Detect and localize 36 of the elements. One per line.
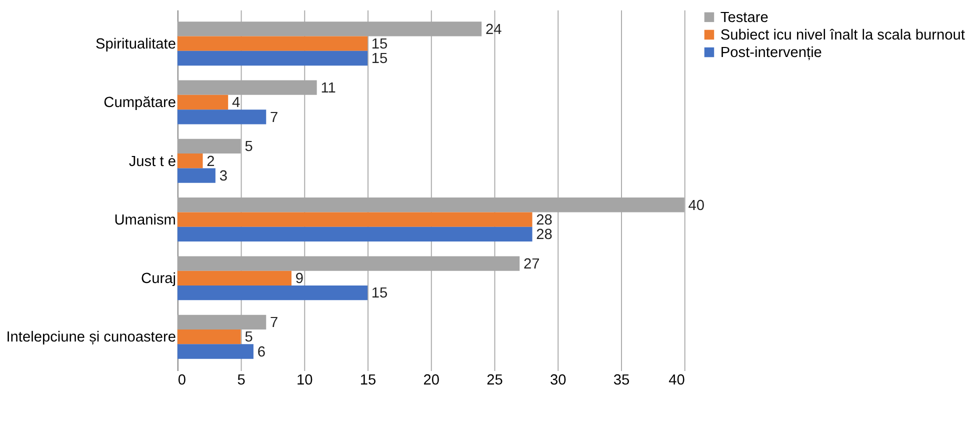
data-label: 40 bbox=[688, 198, 705, 214]
data-label: 7 bbox=[270, 110, 278, 126]
data-label: 28 bbox=[536, 227, 552, 244]
x-tick-label: 0 bbox=[178, 372, 186, 389]
legend-label: Subiect icu nivel înalt la scala burnout bbox=[720, 28, 965, 44]
data-label: 15 bbox=[371, 36, 388, 52]
data-label: 27 bbox=[524, 256, 540, 272]
x-tick-label: 15 bbox=[360, 372, 376, 389]
legend-label: Post-intervenție bbox=[720, 45, 822, 62]
data-label: 4 bbox=[232, 95, 240, 112]
x-tick-label: 40 bbox=[668, 372, 685, 389]
data-label: 5 bbox=[244, 330, 253, 346]
data-label: 6 bbox=[257, 344, 266, 360]
data-label: 7 bbox=[270, 315, 278, 332]
data-label: 15 bbox=[371, 51, 388, 68]
x-tick-label: 10 bbox=[296, 372, 313, 389]
legend-label: Testare bbox=[720, 10, 768, 26]
x-tick-label: 20 bbox=[423, 372, 440, 389]
data-label: 24 bbox=[485, 22, 502, 38]
x-tick-label: 5 bbox=[237, 372, 246, 389]
data-label: 2 bbox=[206, 154, 215, 170]
y-tick-label: Intelepciune și cunoastere bbox=[6, 330, 176, 346]
x-tick-label: 30 bbox=[550, 372, 566, 389]
y-tick-label: Curaj bbox=[141, 271, 176, 288]
data-label: 5 bbox=[244, 139, 253, 156]
x-tick-label: 25 bbox=[486, 372, 503, 389]
data-label: 9 bbox=[295, 271, 304, 288]
data-label: 28 bbox=[536, 212, 552, 228]
x-tick-label: 35 bbox=[613, 372, 630, 389]
y-tick-label: Just t ė bbox=[128, 154, 176, 170]
y-tick-label: Spiritualitate bbox=[96, 36, 176, 52]
y-tick-label: Umanism bbox=[114, 212, 176, 228]
y-tick-label: Cumpătare bbox=[104, 95, 176, 112]
data-label: 11 bbox=[320, 80, 336, 96]
data-label: 3 bbox=[219, 168, 228, 184]
data-label: 15 bbox=[371, 286, 388, 302]
